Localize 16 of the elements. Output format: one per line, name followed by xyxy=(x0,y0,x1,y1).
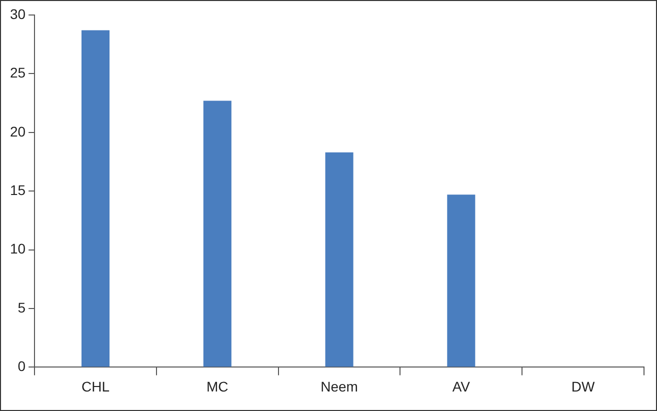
y-tick-label: 10 xyxy=(10,240,26,257)
x-tick-label: AV xyxy=(452,378,471,394)
y-tick-label: 20 xyxy=(10,123,26,140)
bar xyxy=(203,100,232,367)
y-tick-label: 30 xyxy=(10,6,26,22)
x-tick-label: DW xyxy=(571,378,596,394)
x-tick-label: Neem xyxy=(320,378,358,394)
y-tick-label: 25 xyxy=(10,64,26,81)
x-tick-label: MC xyxy=(206,378,228,394)
bar xyxy=(325,152,354,367)
y-tick-label: 0 xyxy=(18,358,26,374)
bar xyxy=(447,194,476,367)
bar xyxy=(82,30,110,367)
x-tick-label: CHL xyxy=(82,378,110,394)
y-tick-label: 5 xyxy=(18,299,26,316)
y-tick-label: 15 xyxy=(10,182,26,198)
